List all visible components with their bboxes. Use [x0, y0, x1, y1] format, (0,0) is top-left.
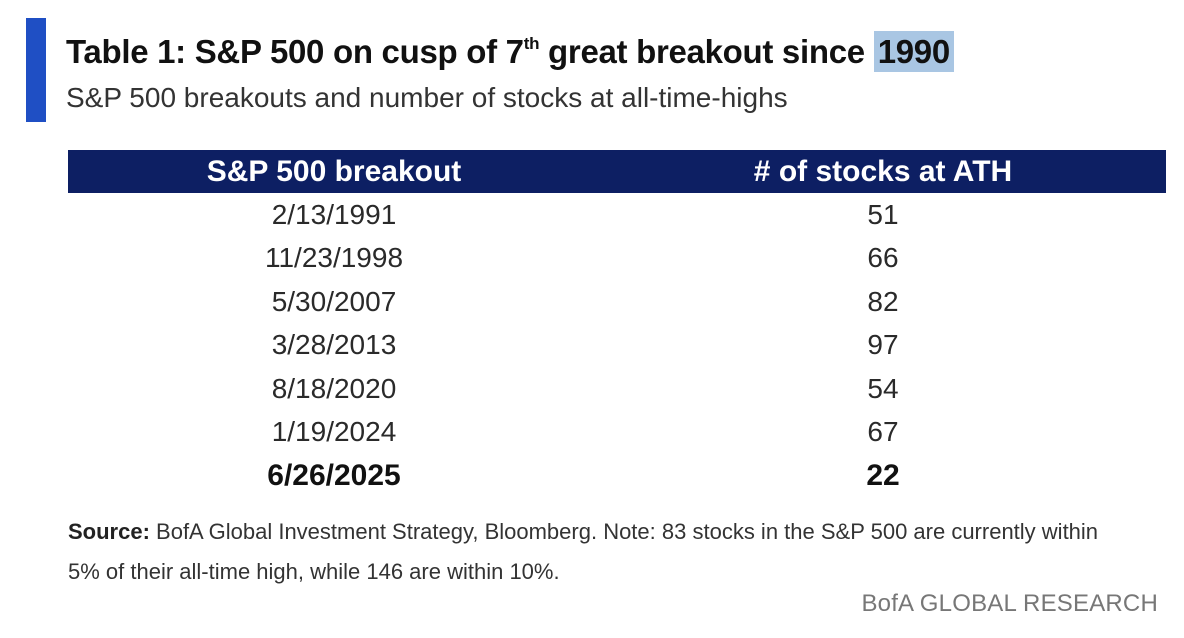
- source-text: BofA Global Investment Strategy, Bloombe…: [68, 519, 1099, 584]
- source-label: Source:: [68, 519, 150, 544]
- cell-stocks-count: 54: [867, 372, 899, 404]
- page-title: Table 1: S&P 500 on cusp of 7th great br…: [66, 26, 954, 78]
- source-note: Source: BofA Global Investment Strategy,…: [68, 512, 1128, 592]
- brand-footer: BofA GLOBAL RESEARCH: [861, 590, 1158, 617]
- breakout-table: S&P 500 breakout # of stocks at ATH 2/13…: [68, 150, 1166, 498]
- cell-stocks-count: 97: [867, 329, 899, 361]
- title-highlighted-year[interactable]: 1990: [873, 31, 954, 72]
- table-header: S&P 500 breakout # of stocks at ATH: [68, 150, 1166, 193]
- cell-breakout-date: 11/23/1998: [264, 242, 404, 274]
- table-row: 5/30/2007 82: [68, 280, 1166, 324]
- title-middle: great breakout since: [539, 33, 874, 70]
- table-row-current: 6/26/2025 22: [68, 454, 1166, 498]
- cell-breakout-date: 6/26/2025: [267, 458, 401, 492]
- cell-breakout-date: 1/19/2024: [271, 416, 397, 448]
- cell-breakout-date: 2/13/1991: [271, 198, 397, 230]
- cell-stocks-count: 82: [867, 285, 899, 317]
- table-row: 1/19/2024 67: [68, 411, 1166, 455]
- header-breakout: S&P 500 breakout: [206, 154, 462, 188]
- title-prefix: Table 1: S&P 500 on cusp of 7: [66, 33, 524, 70]
- cell-breakout-date: 8/18/2020: [271, 372, 397, 404]
- title-superscript: th: [523, 34, 540, 53]
- table-row: 8/18/2020 54: [68, 367, 1166, 411]
- table-body: 2/13/1991 51 11/23/1998 66 5/30/2007 82 …: [68, 193, 1166, 498]
- table-row: 2/13/1991 51: [68, 193, 1166, 237]
- cell-stocks-count: 22: [866, 458, 900, 492]
- accent-bar: [26, 18, 46, 122]
- table-row: 3/28/2013 97: [68, 324, 1166, 368]
- header-stocks-at-ath: # of stocks at ATH: [753, 154, 1013, 188]
- cell-stocks-count: 51: [867, 198, 899, 230]
- cell-stocks-count: 66: [867, 242, 899, 274]
- table-row: 11/23/1998 66: [68, 237, 1166, 281]
- cell-stocks-count: 67: [867, 416, 899, 448]
- page-subtitle: S&P 500 breakouts and number of stocks a…: [66, 82, 788, 113]
- cell-breakout-date: 5/30/2007: [271, 285, 397, 317]
- cell-breakout-date: 3/28/2013: [271, 329, 397, 361]
